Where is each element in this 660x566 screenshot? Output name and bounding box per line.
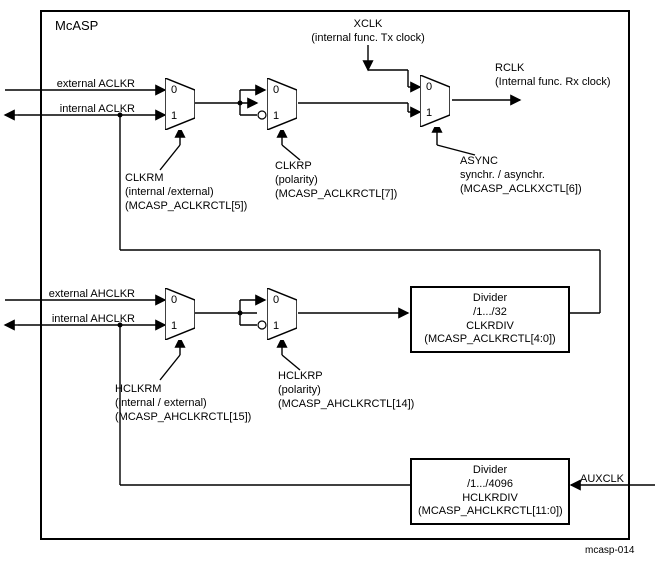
mux-clkrm: 0 1	[165, 78, 195, 130]
hclkrp-label: HCLKRP (polarity) (MCASP_AHCLKRCTL[14])	[278, 370, 448, 411]
xclk-sub: (internal func. Tx clock)	[311, 32, 425, 44]
mux-in1: 1	[171, 110, 177, 122]
divider-hclkrdiv: Divider /1.../4096 HCLKRDIV (MCASP_AHCLK…	[410, 458, 570, 525]
hclkrm-label: HCLKRM (internal / external) (MCASP_AHCL…	[115, 383, 285, 424]
figure-id: mcasp-014	[585, 545, 634, 558]
rclk-text: RCLK	[495, 62, 524, 74]
auxclk-label: AUXCLK	[580, 473, 624, 487]
divider-clkrdiv: Divider /1.../32 CLKRDIV (MCASP_ACLKRCTL…	[410, 286, 570, 353]
rclk-label: RCLK (Internal func. Rx clock)	[495, 62, 635, 90]
mux-hclkrp: 01	[267, 288, 297, 340]
xclk-text: XCLK	[354, 18, 383, 30]
mux-in0: 0	[171, 84, 177, 96]
clkrm-label: CLKRM (internal /external) (MCASP_ACLKRC…	[125, 172, 275, 213]
ext-aclkr-label: external ACLKR	[45, 78, 135, 93]
xclk-label: XCLK (internal func. Tx clock)	[308, 18, 428, 46]
clkrp-label: CLKRP (polarity) (MCASP_ACLKRCTL[7])	[275, 160, 425, 201]
rclk-sub: (Internal func. Rx clock)	[495, 76, 611, 88]
int-aclkr-label: internal ACLKR	[45, 103, 135, 117]
async-label: ASYNC synchr. / asynchr. (MCASP_ACLKXCTL…	[460, 155, 620, 196]
int-ahclkr-label: internal AHCLKR	[40, 313, 135, 327]
mux-async: 01	[420, 75, 450, 127]
mux-clkrp: 01	[267, 78, 297, 130]
mux-hclkrm: 01	[165, 288, 195, 340]
ext-ahclkr-label: external AHCLKR	[40, 288, 135, 302]
block-title: McASP	[55, 18, 98, 34]
